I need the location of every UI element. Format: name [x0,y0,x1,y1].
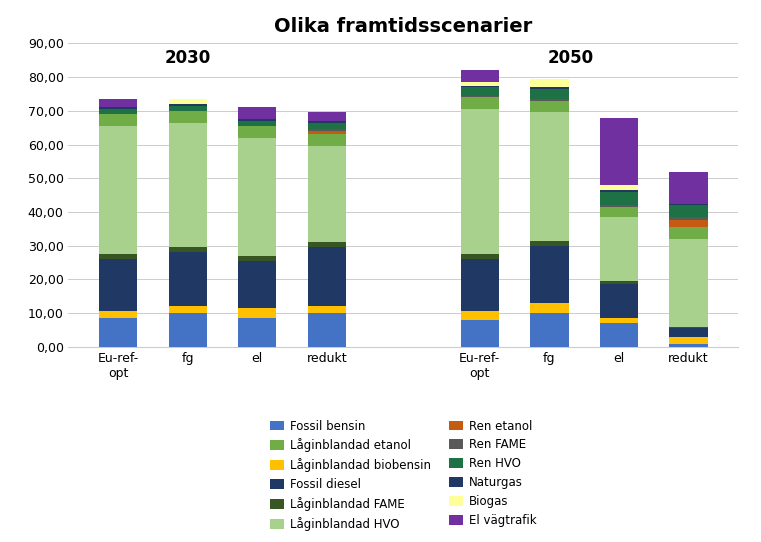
Bar [168,122,207,247]
Bar [307,306,346,313]
Bar [600,207,638,217]
Bar [238,318,276,347]
Bar [670,221,708,227]
Bar [238,261,276,308]
Bar [460,95,499,98]
Bar [307,122,346,130]
Bar [307,247,346,306]
Bar [460,86,499,87]
Bar [600,190,638,192]
Bar [99,259,137,312]
Bar [168,306,207,313]
Legend: Fossil bensin, Låginblandad etanol, Låginblandad biobensin, Fossil diesel, Lågin: Fossil bensin, Låginblandad etanol, Lågi… [270,420,537,531]
Bar [600,192,638,205]
Bar [307,121,346,122]
Bar [99,109,137,114]
Bar [600,205,638,207]
Bar [530,79,568,87]
Bar [460,82,499,86]
Bar [600,185,638,190]
Bar [530,246,568,303]
Bar [168,247,207,253]
Bar [238,256,276,261]
Bar [238,308,276,318]
Bar [99,114,137,126]
Bar [99,99,137,107]
Bar [670,327,708,328]
Bar [168,99,207,104]
Bar [99,107,137,109]
Bar [168,106,207,111]
Bar [99,312,137,318]
Text: 2050: 2050 [547,49,594,67]
Bar [238,119,276,121]
Text: 2030: 2030 [164,49,211,67]
Bar [460,109,499,254]
Bar [460,98,499,109]
Bar [600,318,638,323]
Bar [530,87,568,89]
Bar [238,126,276,138]
Bar [168,111,207,122]
Bar [670,239,708,327]
Bar [238,138,276,256]
Bar [238,107,276,119]
Title: Olika framtidsscenarier: Olika framtidsscenarier [274,17,533,36]
Bar [600,323,638,347]
Bar [600,217,638,281]
Bar [168,313,207,347]
Bar [238,121,276,126]
Bar [307,146,346,242]
Bar [530,99,568,101]
Bar [168,253,207,306]
Bar [670,344,708,347]
Bar [600,285,638,318]
Bar [670,171,708,204]
Bar [460,259,499,312]
Bar [307,313,346,347]
Bar [670,337,708,344]
Bar [670,328,708,337]
Bar [600,281,638,285]
Bar [307,131,346,134]
Bar [530,241,568,246]
Bar [99,126,137,254]
Bar [460,70,499,82]
Bar [168,104,207,106]
Bar [460,312,499,320]
Bar [460,254,499,259]
Bar [530,303,568,313]
Bar [307,134,346,146]
Bar [530,101,568,113]
Bar [307,130,346,131]
Bar [670,227,708,239]
Bar [670,205,708,217]
Bar [307,113,346,121]
Bar [530,89,568,99]
Bar [530,313,568,347]
Bar [600,118,638,185]
Bar [460,320,499,347]
Bar [530,113,568,241]
Bar [99,254,137,259]
Bar [670,204,708,205]
Bar [670,217,708,221]
Bar [99,318,137,347]
Bar [460,87,499,95]
Bar [307,242,346,247]
